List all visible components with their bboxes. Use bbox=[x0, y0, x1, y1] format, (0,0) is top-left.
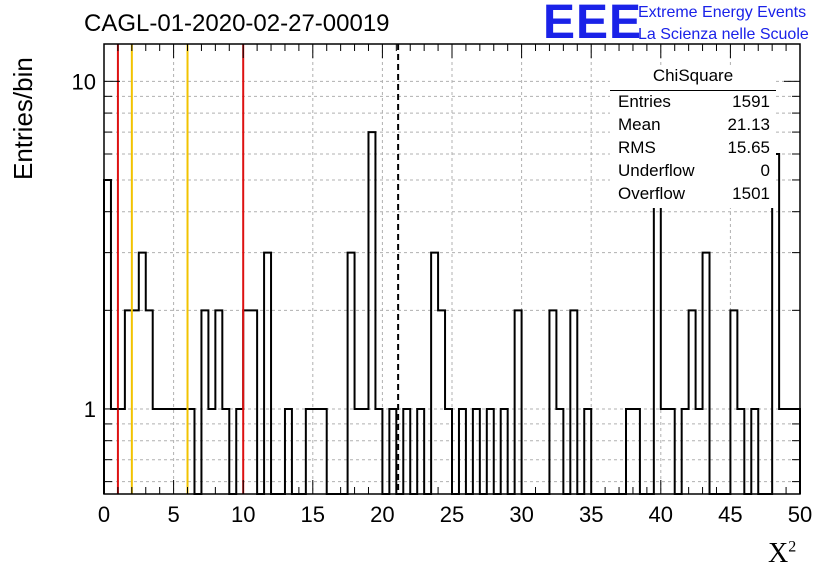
stats-divider bbox=[610, 90, 776, 91]
histogram-bin bbox=[438, 310, 445, 494]
x-tick-label: 40 bbox=[649, 502, 673, 527]
histogram-bin bbox=[431, 253, 438, 494]
x-tick-label: 25 bbox=[440, 502, 464, 527]
plot-title: CAGL-01-2020-02-27-00019 bbox=[84, 10, 390, 37]
histogram-bin bbox=[375, 409, 382, 494]
histogram-bin bbox=[779, 409, 786, 494]
histogram-bin bbox=[201, 310, 208, 494]
histogram-bin bbox=[730, 310, 737, 494]
y-tick-label: 10 bbox=[72, 69, 96, 94]
x-tick-label: 50 bbox=[788, 502, 812, 527]
stats-value: 1591 bbox=[732, 92, 770, 111]
histogram-bin bbox=[146, 310, 153, 494]
histogram-bin bbox=[654, 180, 661, 494]
histogram-bin bbox=[389, 409, 396, 494]
histogram-bin bbox=[626, 409, 633, 494]
histogram-bin bbox=[689, 310, 696, 494]
stats-value: 15.65 bbox=[727, 138, 770, 157]
histogram-bin bbox=[208, 409, 215, 494]
x-axis-label: X2 bbox=[768, 538, 796, 570]
x-tick-label: 10 bbox=[231, 502, 255, 527]
histogram-bin bbox=[160, 409, 167, 494]
histogram-bin bbox=[125, 310, 132, 494]
stats-key: Overflow bbox=[618, 184, 686, 203]
histogram-bin bbox=[737, 409, 744, 494]
histogram-bin bbox=[167, 409, 174, 494]
histogram-bin bbox=[222, 409, 229, 494]
histogram-bin bbox=[139, 253, 146, 494]
histogram-bin bbox=[181, 409, 188, 494]
histogram-bin bbox=[487, 409, 494, 494]
histogram-bin bbox=[473, 409, 480, 494]
histogram-bin bbox=[285, 409, 292, 494]
histogram-bin bbox=[459, 409, 466, 494]
histogram-bin bbox=[515, 310, 522, 494]
histogram-bin bbox=[320, 409, 327, 494]
histogram-bin bbox=[313, 409, 320, 494]
histogram-bin bbox=[696, 409, 703, 494]
histogram-bin bbox=[188, 409, 195, 494]
histogram-bin bbox=[549, 310, 556, 494]
histogram-series bbox=[103, 131, 801, 495]
histogram-bin bbox=[751, 409, 758, 494]
histogram-bin bbox=[633, 409, 640, 494]
logo-line-2: La Scienza nelle Scuole bbox=[638, 26, 809, 43]
histogram-bin bbox=[104, 180, 111, 494]
x-tick-label: 20 bbox=[370, 502, 394, 527]
eee-logo: EEE bbox=[543, 0, 643, 49]
histogram-bin bbox=[368, 132, 375, 494]
x-tick-label: 5 bbox=[167, 502, 179, 527]
histogram-bin bbox=[556, 409, 563, 494]
histogram-bin bbox=[174, 409, 181, 494]
histogram-bin bbox=[118, 409, 125, 494]
x-tick-label: 35 bbox=[579, 502, 603, 527]
x-axis-label-superscript: 2 bbox=[788, 538, 797, 556]
histogram-bin bbox=[250, 310, 257, 494]
histogram-bin bbox=[445, 409, 452, 494]
stats-value: 21.13 bbox=[727, 115, 770, 134]
histogram-bin bbox=[236, 409, 243, 494]
histogram-bin bbox=[786, 409, 793, 494]
x-tick-label: 45 bbox=[718, 502, 742, 527]
stats-title: ChiSquare bbox=[652, 66, 734, 85]
stats-value: 0 bbox=[760, 161, 770, 180]
y-axis-label: Entries/bin bbox=[8, 57, 38, 180]
histogram-bin bbox=[264, 253, 271, 494]
histogram-bin bbox=[417, 409, 424, 494]
stats-key: Mean bbox=[618, 115, 661, 134]
histogram-bin bbox=[501, 409, 508, 494]
stats-key: Underflow bbox=[618, 161, 695, 180]
stats-box: ChiSquare Entries 1591 Mean 21.13 RMS 15… bbox=[610, 66, 776, 208]
histogram-bin bbox=[348, 253, 355, 494]
histogram-bin bbox=[132, 310, 139, 494]
stats-value: 1501 bbox=[732, 184, 770, 203]
histogram-bin bbox=[584, 409, 591, 494]
histogram-bin bbox=[703, 253, 710, 494]
x-tick-label: 15 bbox=[301, 502, 325, 527]
logo-line-1: Extreme Energy Events bbox=[638, 4, 807, 21]
x-tick-label: 30 bbox=[509, 502, 533, 527]
stats-key: Entries bbox=[618, 92, 671, 111]
histogram-bin bbox=[243, 310, 250, 494]
histogram-bin bbox=[153, 409, 160, 494]
histogram-bin bbox=[355, 409, 362, 494]
histogram-bin bbox=[682, 409, 689, 494]
stats-key: RMS bbox=[618, 138, 656, 157]
histogram-bin bbox=[661, 409, 668, 494]
histogram-bin bbox=[403, 409, 410, 494]
x-axis-label-base: X bbox=[768, 538, 789, 569]
histogram-bin bbox=[111, 409, 118, 494]
histogram-bin bbox=[306, 409, 313, 494]
histogram-bin bbox=[668, 409, 675, 494]
x-tick-label: 0 bbox=[98, 502, 110, 527]
histogram-bin bbox=[215, 310, 222, 494]
y-tick-label: 1 bbox=[84, 397, 96, 422]
histogram-bin bbox=[570, 310, 577, 494]
histogram-bin bbox=[362, 409, 369, 494]
